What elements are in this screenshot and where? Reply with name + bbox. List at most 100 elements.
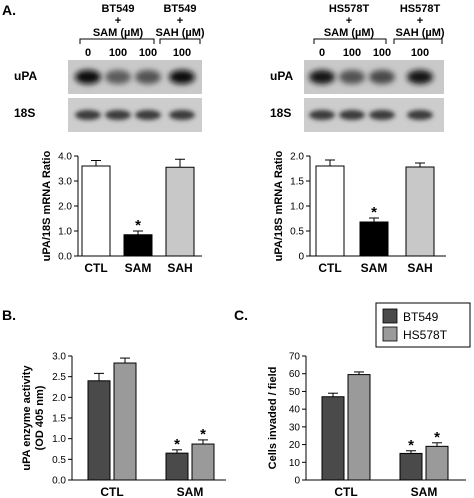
panel-label-b: B. [2,307,16,323]
chart-1-significance-2: * [135,217,141,234]
blot-1-lane-label-2: 100 [109,47,127,59]
chart-a-bt549-mrna: 0.0 1.0 2.0 3.0 4.0 uPA/18S mRNA Ratio CTL * SAM… [41,150,202,275]
chart-3-ytick-label-3: 1.5 [52,414,66,425]
blot-1-upa-band-3 [135,70,161,84]
blot-2-lane-label-3: 100 [373,47,391,59]
chart-2-category-label-2: SAM [361,261,388,275]
chart-2-ytick-label-3: 1.5 [290,177,304,188]
chart-4-ytick-label-7: 70 [289,352,301,363]
blot-2-group1-line2: + [346,15,352,27]
chart-3-ytick-label-0: 0.0 [52,476,66,487]
chart-3-ytick-label-1: 0.5 [52,455,66,466]
chart-1-bar-1 [81,165,111,257]
chart-4-ytick-label-1: 10 [289,458,301,469]
blot-2-group1-line3: SAM (µM) [324,27,375,39]
chart-1-bar-3 [165,166,195,257]
chart-2-ytick-label-4: 2.0 [290,152,304,163]
panel-label-c: C. [234,307,248,323]
blot-1-group2-line1: BT549 [163,3,196,15]
blot-1-group1-line2: + [115,15,121,27]
chart-3-ytick-label-6: 3.0 [52,352,66,363]
chart-2-bar-1 [315,165,345,257]
chart-3-ytick-label-5: 2.5 [52,372,66,383]
legend-swatch-hs578t [382,326,398,342]
chart-3-ylabel-line-2: (OD 405 nm) [34,385,46,450]
blot-1-row-label-upa: uPA [14,69,37,83]
chart-4-ytick-label-4: 40 [289,405,301,416]
blot-2-lane-label-4: 100 [411,47,429,59]
blot-2-group2-line2: + [417,15,423,27]
chart-a-hs578t-mrna: 0 0.5 1.0 1.5 2.0 uPA/18S mRNA Ratio CTL * SAM SA… [273,150,446,275]
chart-4-ytick-label-0: 0 [294,476,300,487]
chart-2-bar-3 [405,166,435,257]
blot-1-bracket-2 [159,38,201,44]
chart-2-ylabel: uPA/18S mRNA Ratio [273,150,285,261]
blot-2-row-label-upa: uPA [270,69,293,83]
blot-2-upa-band-2 [339,70,365,84]
chart-1-category-label-3: SAH [167,261,192,275]
chart-c-invasion: 0 10 20 30 40 50 60 70 Cells invaded / field CTL *… [267,352,466,498]
chart-3-ytick-label-2: 1.0 [52,434,66,445]
chart-4-category-label-2: SAM [411,485,438,498]
chart-2-category-label-1: CTL [318,261,341,275]
chart-3-bar-2-1 [165,452,189,481]
chart-1-category-label-1: CTL [84,261,107,275]
blot-2-lane-label-2: 100 [343,47,361,59]
chart-3-significance-2-1: * [174,436,180,453]
blot-1-lane-label-4: 100 [173,47,191,59]
chart-4-bar-2-1 [399,452,423,481]
chart-4-significance-2-1: * [408,437,414,454]
chart-2-bar-2 [359,221,389,257]
blot-2-row-label-18s: 18S [270,106,291,120]
blot-2-18s-band-3 [369,110,395,120]
chart-4-category-label-1: CTL [334,485,357,498]
chart-4-ylabel: Cells invaded / field [267,367,279,470]
chart-1-ytick-label-1: 1.0 [58,227,72,238]
chart-4-ytick-label-5: 50 [289,387,301,398]
blot-1-18s-band-1 [75,110,101,120]
chart-1-ytick-label-4: 4.0 [58,152,72,163]
blot-2-upa-band-3 [369,70,395,84]
chart-2-significance-2: * [371,204,377,221]
chart-3-ylabel: uPA enzyme activity(OD 405 nm) [21,365,46,471]
chart-4-bar-1-2 [347,374,371,481]
blot-1-18s-band-3 [135,110,161,120]
chart-4-ytick-label-6: 60 [289,369,301,380]
chart-3-category-label-2: SAM [177,485,204,498]
chart-3-bar-1-1 [87,380,111,481]
blot-1-row-label-18s: 18S [14,106,35,120]
blot-1-image [68,60,202,132]
blot-1-18s-band-2 [105,110,131,120]
chart-2-ytick-label-0: 0 [298,252,304,263]
blot-1-upa-band-2 [105,70,131,84]
blot-1-group2-line3: SAH (µM) [155,27,204,39]
blot-2-image [304,60,444,132]
blot-1-bracket-1 [79,38,155,44]
chart-4-significance-2-2: * [434,429,440,446]
blot-2-18s-band-1 [309,110,335,120]
blot-2-bracket-2 [393,38,443,44]
chart-3-significance-2-2: * [200,426,206,443]
chart-2-category-label-3: SAH [407,261,432,275]
blot-2-header: HS578T + SAM (µM) HS578T + SAH (µM) 0 10… [313,3,445,59]
chart-1-bar-2 [123,234,153,257]
chart-1-ylabel: uPA/18S mRNA Ratio [41,150,53,261]
chart-2-ytick-label-1: 0.5 [290,227,304,238]
chart-3-ylabel-line-1: uPA enzyme activity [21,365,33,471]
panel-label-a: A. [2,2,16,18]
blot-2-18s-band-4 [407,110,433,120]
legend-label-bt549: BT549 [403,310,439,324]
blot-1-lane-label-1: 0 [85,47,91,59]
chart-1-ytick-label-0: 0.0 [58,252,72,263]
chart-1-ytick-label-2: 2.0 [58,202,72,213]
chart-4-bar-1-1 [321,396,345,481]
chart-2-ytick-label-2: 1.0 [290,202,304,213]
blot-2-bracket-1 [313,38,387,44]
legend: BT549 HS578T [375,302,471,348]
blot-1-upa-band-1 [75,70,101,84]
legend-swatch-bt549 [382,308,398,324]
chart-3-ytick-label-4: 2.0 [52,393,66,404]
legend-label-hs578t: HS578T [403,328,448,342]
chart-4-ytick-label-2: 20 [289,440,301,451]
